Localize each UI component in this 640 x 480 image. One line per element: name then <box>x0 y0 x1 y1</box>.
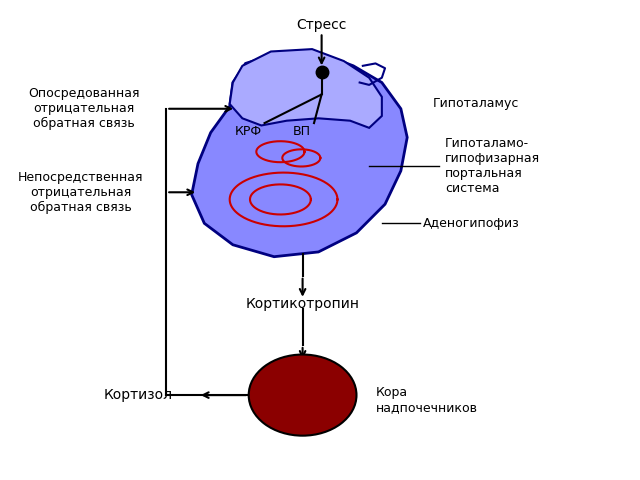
Text: Гипоталамо-
гипофизарная
портальная
система: Гипоталамо- гипофизарная портальная сист… <box>445 137 540 195</box>
Text: Стресс: Стресс <box>296 18 347 32</box>
Text: Кора
надпочечников: Кора надпочечников <box>376 386 477 414</box>
Text: Кортизол: Кортизол <box>103 388 172 402</box>
Text: Кортикотропин: Кортикотропин <box>246 298 360 312</box>
Text: ВП: ВП <box>292 125 310 138</box>
Polygon shape <box>230 49 382 128</box>
Text: Опосредованная
отрицательная
обратная связь: Опосредованная отрицательная обратная св… <box>28 87 140 130</box>
Text: Гипоталамус: Гипоталамус <box>433 97 519 110</box>
Text: Аденогипофиз: Аденогипофиз <box>423 217 520 230</box>
Circle shape <box>249 355 356 436</box>
Polygon shape <box>191 51 407 257</box>
Text: Непосредственная
отрицательная
обратная связь: Непосредственная отрицательная обратная … <box>18 171 143 214</box>
Text: КРФ: КРФ <box>235 125 262 138</box>
